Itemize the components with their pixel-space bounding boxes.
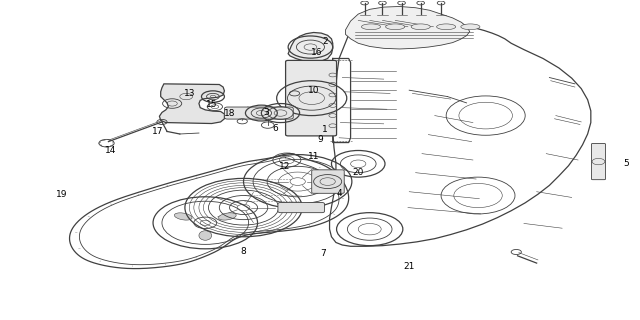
FancyBboxPatch shape (312, 170, 344, 193)
Ellipse shape (362, 24, 381, 30)
Polygon shape (159, 84, 225, 124)
Text: 2: 2 (323, 36, 328, 45)
Polygon shape (346, 6, 470, 49)
Text: 12: 12 (279, 162, 291, 171)
Text: 17: 17 (152, 127, 163, 136)
FancyBboxPatch shape (278, 203, 324, 213)
Text: 6: 6 (273, 124, 278, 133)
Ellipse shape (436, 24, 456, 30)
Text: 10: 10 (308, 86, 319, 95)
Ellipse shape (461, 24, 480, 30)
Text: 16: 16 (311, 48, 323, 57)
Text: 1: 1 (322, 125, 328, 134)
FancyBboxPatch shape (285, 60, 337, 136)
Text: 14: 14 (106, 146, 116, 155)
Ellipse shape (199, 231, 212, 240)
Text: 5: 5 (623, 159, 628, 168)
Ellipse shape (174, 213, 192, 220)
Text: 7: 7 (320, 249, 326, 258)
Text: 20: 20 (353, 168, 364, 177)
Text: 13: 13 (184, 89, 195, 98)
Text: 9: 9 (317, 135, 323, 144)
Text: 18: 18 (224, 108, 236, 117)
FancyBboxPatch shape (591, 143, 605, 180)
FancyBboxPatch shape (225, 107, 293, 119)
Text: 21: 21 (404, 262, 415, 271)
Ellipse shape (411, 24, 430, 30)
Text: 11: 11 (308, 152, 319, 161)
Text: 15: 15 (206, 100, 218, 109)
Ellipse shape (218, 213, 236, 220)
Text: 8: 8 (241, 247, 246, 257)
Polygon shape (288, 32, 333, 62)
Text: 4: 4 (336, 189, 342, 198)
Text: 19: 19 (56, 190, 68, 199)
Ellipse shape (386, 24, 404, 30)
Text: 3: 3 (263, 108, 269, 117)
